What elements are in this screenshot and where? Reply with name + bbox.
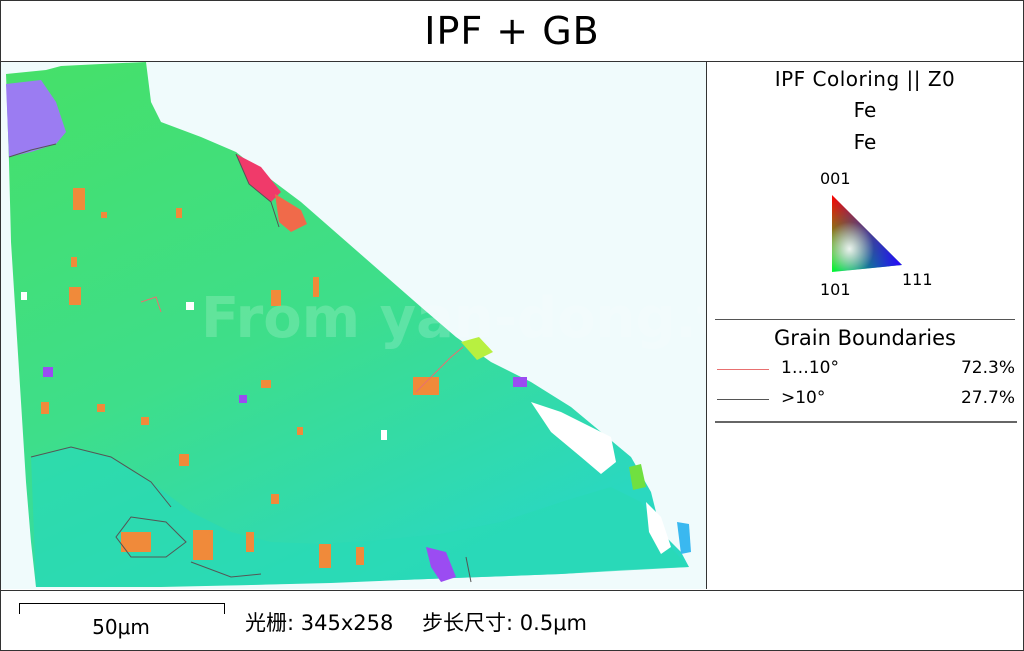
sample-region <box>6 62 689 587</box>
ipf-map: From yan-dong.top <box>1 62 707 589</box>
legend-divider <box>715 421 1017 423</box>
watermark: From yan-dong.top <box>201 286 706 351</box>
gb-swatch <box>717 399 769 400</box>
triangle-label-001: 001 <box>820 169 851 188</box>
orange-grains <box>41 188 439 568</box>
red-orange-grain <box>275 194 307 232</box>
gb-percent: 27.7% <box>960 388 1015 408</box>
ipf-triangle-white <box>832 195 902 272</box>
blue-grain <box>677 522 691 554</box>
phase-label: Fe <box>853 130 877 154</box>
gb-row-low-angle: 1…10° 72.3% <box>715 357 1017 383</box>
gb-label: 1…10° <box>781 358 839 378</box>
gb-swatch <box>717 369 769 370</box>
ipf-coloring-title: IPF Coloring || Z0 <box>774 67 956 91</box>
gb-label: >10° <box>781 388 826 408</box>
acquisition-info: 光栅: 345x258 步长尺寸: 0.5μm <box>245 607 609 637</box>
triangle-label-101: 101 <box>820 280 851 299</box>
scale-bar <box>19 603 225 614</box>
gb-percent: 72.3% <box>960 358 1015 378</box>
step-size-info: 步长尺寸: 0.5μm <box>422 611 587 635</box>
triangle-label-111: 111 <box>902 270 933 289</box>
footer-bar: 50μm 光栅: 345x258 步长尺寸: 0.5μm <box>1 590 1023 651</box>
purple-small-grains <box>43 367 527 582</box>
grain-boundaries <box>8 143 472 583</box>
yellow-green-grain <box>461 337 493 360</box>
lime-grain <box>629 464 646 490</box>
ipf-triangle-svg <box>832 195 902 272</box>
grain-boundaries-title: Grain Boundaries <box>715 319 1015 350</box>
figure-title: IPF + GB <box>1 1 1023 62</box>
scale-bar-label: 50μm <box>92 615 150 639</box>
raster-info: 光栅: 345x258 <box>245 611 394 635</box>
phase-label: Fe <box>853 98 877 122</box>
legend-panel: IPF Coloring || Z0 Fe Fe 001 <box>707 62 1023 589</box>
gb-row-high-angle: >10° 27.7% <box>715 387 1017 413</box>
ipf-triangle-key: 001 <box>802 167 952 307</box>
ipf-map-svg: From yan-dong.top <box>6 62 706 587</box>
crack-regions <box>21 292 671 554</box>
purple-grain <box>6 80 66 157</box>
red-grain <box>236 154 281 202</box>
